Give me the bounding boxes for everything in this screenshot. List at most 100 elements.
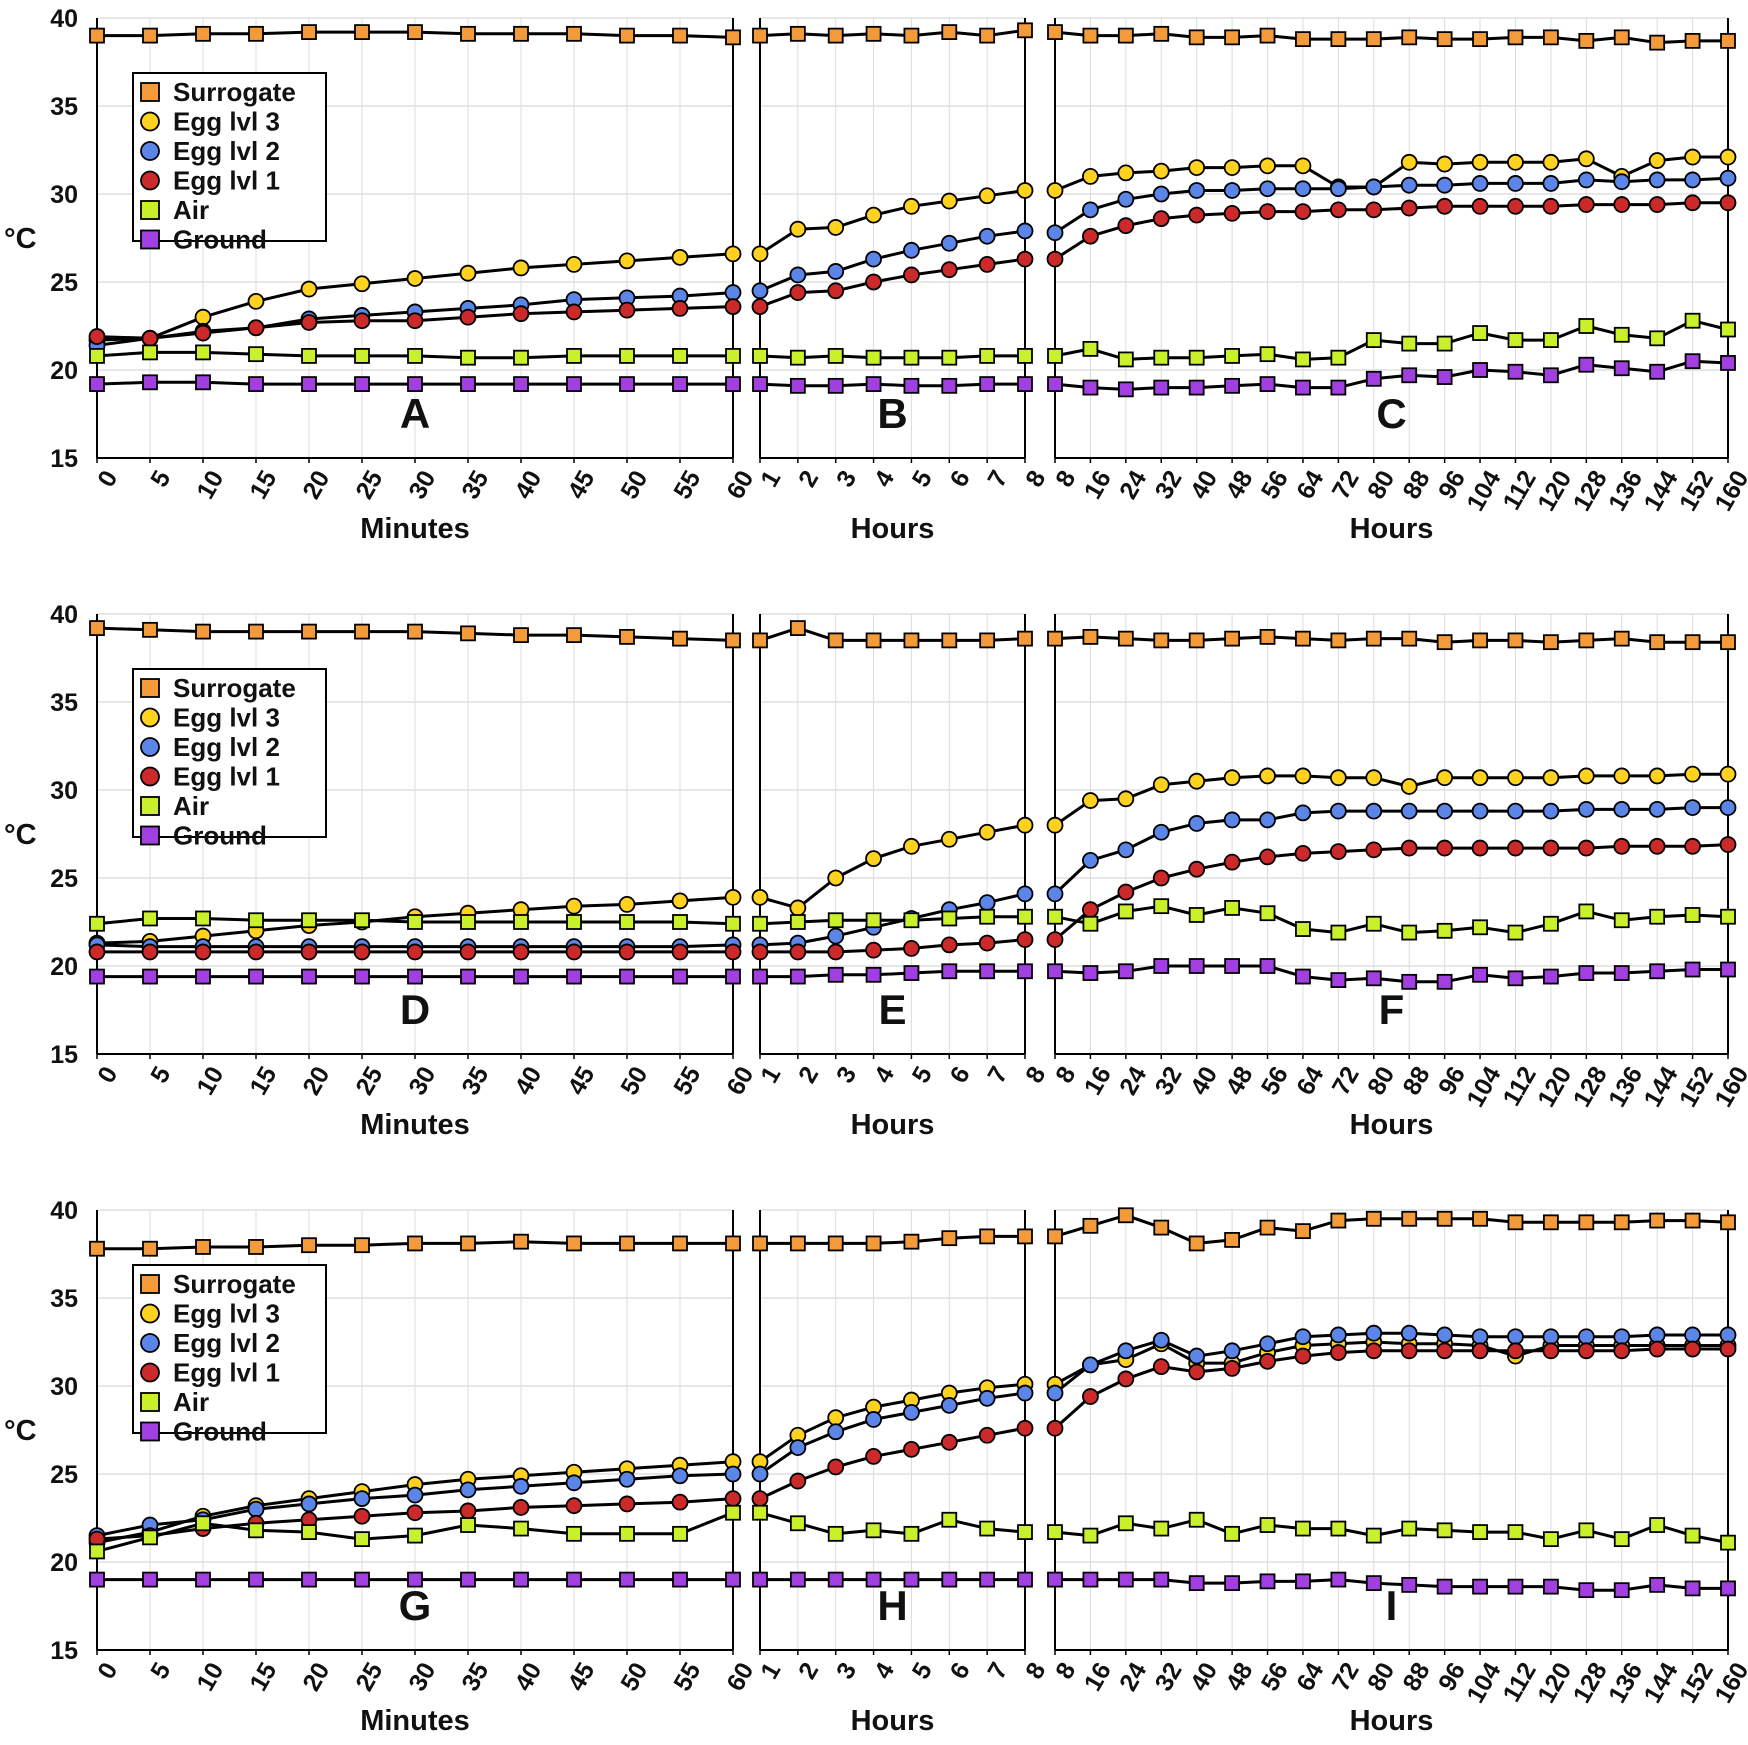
x-tick-label: 56	[1256, 1062, 1294, 1100]
data-point-ground	[789, 1571, 806, 1588]
data-point-surrogate	[1507, 632, 1524, 649]
x-tick-label: 5	[145, 466, 176, 492]
data-point-surrogate	[1507, 1214, 1524, 1231]
data-point-egg-lvl-2	[1117, 190, 1135, 208]
x-tick-label: 40	[509, 1062, 547, 1100]
x-tick-label: 72	[1327, 1658, 1365, 1696]
legend-label: Ground	[173, 1417, 267, 1447]
data-point-air	[903, 1525, 920, 1542]
data-point-surrogate	[1401, 630, 1418, 647]
data-point-surrogate	[1649, 1212, 1666, 1229]
x-tick-label: 5	[907, 1658, 938, 1684]
data-point-surrogate	[1117, 1207, 1134, 1224]
data-point-egg-lvl-1	[1507, 839, 1524, 857]
data-point-surrogate	[1259, 628, 1276, 645]
data-point-ground	[1259, 1573, 1276, 1590]
data-point-egg-lvl-1	[1507, 197, 1524, 215]
data-point-egg-lvl-1	[1436, 1342, 1454, 1360]
x-tick-label: 40	[1185, 1658, 1223, 1696]
data-point-air	[460, 349, 476, 366]
data-point-surrogate	[248, 623, 264, 640]
data-point-air	[1224, 348, 1241, 364]
data-point-egg-lvl-2	[903, 1404, 920, 1421]
x-tick-label: 152	[1674, 466, 1719, 516]
x-tick-label: 24	[1114, 1658, 1152, 1696]
x-tick-label: 136	[1603, 1658, 1648, 1708]
panel-H: 1 2 3 4 5 6 7 8 Hours H	[751, 1209, 1051, 1737]
data-point-air	[89, 1543, 105, 1560]
data-point-air	[460, 1517, 476, 1533]
data-point-egg-lvl-2	[1329, 802, 1347, 820]
data-point-surrogate	[1436, 1210, 1453, 1227]
x-axis-title: Hours	[1350, 1705, 1434, 1737]
data-point-egg-lvl-1	[1082, 901, 1099, 919]
data-point-egg-lvl-1	[300, 314, 318, 331]
data-point-egg-lvl-2	[1046, 885, 1064, 903]
data-point-egg-lvl-1	[1259, 848, 1276, 866]
legend-marker	[140, 1421, 160, 1442]
data-point-air	[979, 1520, 996, 1537]
data-point-surrogate	[1295, 31, 1311, 48]
legend-marker	[140, 707, 160, 728]
x-tick-label: 8	[1020, 466, 1051, 492]
data-point-air	[1330, 349, 1347, 366]
data-point-egg-lvl-3	[671, 248, 689, 266]
data-point-egg-lvl-3	[1719, 765, 1737, 783]
data-point-surrogate	[1365, 1210, 1382, 1227]
data-point-ground	[248, 968, 264, 985]
data-point-air	[513, 914, 529, 930]
data-point-ground	[1613, 965, 1630, 981]
data-point-egg-lvl-2	[300, 1495, 318, 1513]
x-tick-label: 1	[755, 1658, 786, 1684]
data-point-egg-lvl-1	[459, 1502, 477, 1520]
data-point-air	[1017, 908, 1033, 925]
data-point-egg-lvl-2	[865, 250, 882, 268]
x-tick-label: 5	[145, 1062, 176, 1088]
data-point-air	[195, 910, 211, 927]
data-point-egg-lvl-2	[1329, 1326, 1347, 1344]
data-point-air	[1684, 1527, 1701, 1544]
data-point-egg-lvl-3	[671, 892, 689, 910]
data-point-air	[1507, 332, 1524, 348]
x-tick-label: 15	[244, 1062, 282, 1100]
x-tick-label: 6	[945, 1062, 976, 1088]
data-point-egg-lvl-1	[865, 941, 882, 959]
y-tick-label: 25	[50, 865, 78, 893]
data-point-surrogate	[301, 623, 317, 640]
legend-label: Ground	[173, 821, 267, 851]
data-point-ground	[752, 376, 768, 392]
data-point-air	[1436, 335, 1453, 352]
data-point-ground	[1472, 1578, 1488, 1595]
data-point-ground	[566, 1571, 582, 1588]
data-point-egg-lvl-1	[1223, 853, 1241, 871]
data-point-egg-lvl-1	[903, 266, 920, 284]
data-point-surrogate	[89, 620, 105, 636]
data-point-surrogate	[1720, 634, 1736, 651]
data-point-air	[248, 346, 264, 363]
data-point-surrogate	[566, 25, 582, 42]
data-point-surrogate	[1017, 22, 1033, 39]
x-tick-label: 50	[615, 1658, 653, 1696]
data-point-air	[248, 912, 264, 929]
y-tick-label: 35	[50, 689, 78, 717]
data-point-surrogate	[142, 1240, 158, 1257]
data-point-ground	[1330, 379, 1347, 396]
data-point-surrogate	[725, 1235, 741, 1252]
data-point-surrogate	[979, 27, 996, 44]
data-point-surrogate	[1224, 630, 1241, 647]
data-point-egg-lvl-1	[865, 1448, 882, 1465]
y-tick-label: 20	[50, 357, 78, 385]
data-point-surrogate	[1436, 634, 1453, 651]
data-point-egg-lvl-2	[1719, 799, 1737, 816]
data-point-egg-lvl-3	[1684, 765, 1701, 783]
data-point-ground	[1578, 1582, 1595, 1599]
data-point-air	[619, 348, 635, 364]
data-point-air	[1224, 1525, 1241, 1542]
data-point-egg-lvl-3	[565, 255, 583, 273]
data-point-air	[1436, 1522, 1453, 1539]
data-point-surrogate	[903, 27, 920, 44]
data-point-surrogate	[248, 25, 264, 42]
data-point-egg-lvl-2	[827, 1423, 845, 1441]
data-point-ground	[1153, 379, 1170, 396]
data-point-air	[1720, 908, 1736, 925]
